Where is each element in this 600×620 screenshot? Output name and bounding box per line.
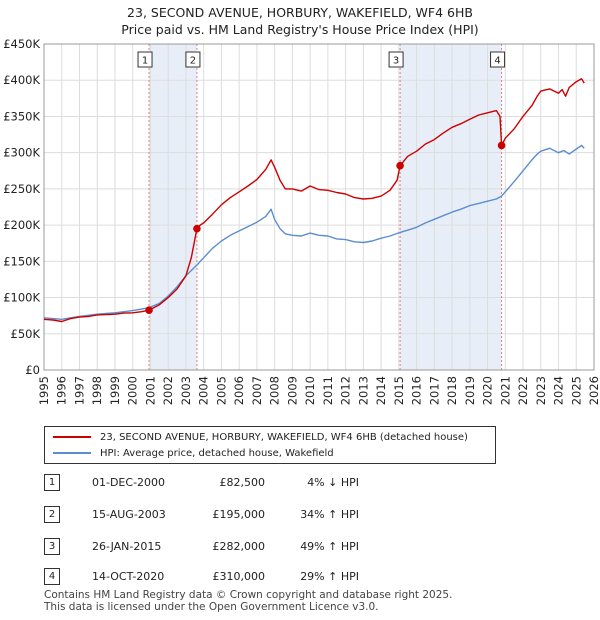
x-tick-label: 2016	[410, 376, 424, 405]
legend-swatch-hpi	[53, 452, 91, 454]
sale-period-shade	[400, 44, 502, 370]
x-tick-label: 2023	[534, 376, 548, 405]
sale-price: £82,500	[219, 476, 266, 489]
y-tick-label: £100K	[3, 291, 40, 305]
x-tick-label: 2007	[250, 376, 264, 405]
x-tick-label: 2021	[498, 376, 512, 405]
sale-price: £282,000	[212, 540, 266, 553]
x-tick-label: 2009	[285, 376, 299, 405]
sale-number-badge: 4	[44, 568, 60, 585]
sale-date: 15-AUG-2003	[92, 508, 166, 521]
sale-date: 01-DEC-2000	[92, 476, 166, 489]
x-tick-label: 2025	[569, 376, 583, 405]
sale-point	[396, 161, 404, 170]
legend-item-hpi: HPI: Average price, detached house, Wake…	[53, 446, 334, 460]
x-tick-label: 2004	[197, 376, 211, 405]
property-price-line	[43, 78, 585, 323]
y-tick-label: £200K	[3, 218, 40, 232]
legend: 23, SECOND AVENUE, HORBURY, WAKEFIELD, W…	[44, 426, 496, 464]
sale-row: 1 01-DEC-2000 £82,500 4% ↓ HPI	[44, 474, 584, 492]
x-tick-label: 2020	[481, 376, 495, 405]
x-tick-label: 2011	[321, 376, 335, 405]
sale-number-box	[388, 51, 404, 68]
x-tick-label: 2024	[552, 376, 566, 405]
sale-hpi-diff: 4% ↓ HPI	[307, 476, 359, 489]
y-tick-label: £450K	[3, 37, 40, 51]
legend-item-property: 23, SECOND AVENUE, HORBURY, WAKEFIELD, W…	[53, 430, 468, 444]
x-tick-label: 2026	[587, 376, 600, 405]
y-tick-label: £150K	[3, 254, 40, 268]
chart-title-block: 23, SECOND AVENUE, HORBURY, WAKEFIELD, W…	[0, 4, 600, 38]
y-tick-label: £350K	[3, 109, 40, 123]
sale-row: 3 26-JAN-2015 £282,000 49% ↑ HPI	[44, 538, 584, 556]
x-tick-label: 2005	[214, 376, 228, 405]
x-tick-label: 1995	[37, 376, 51, 405]
sale-number-box	[490, 51, 506, 68]
x-tick-label: 2008	[268, 376, 282, 405]
x-tick-label: 2018	[445, 376, 459, 405]
sale-point	[145, 306, 153, 315]
sale-number-badge: 2	[44, 506, 60, 523]
x-tick-label: 2010	[303, 376, 317, 405]
sale-number-label: 4	[494, 56, 500, 67]
legend-swatch-property	[53, 436, 91, 438]
sale-number-box	[185, 51, 201, 68]
y-tick-label: £250K	[3, 182, 40, 196]
sale-price: £195,000	[212, 508, 266, 521]
plot-frame	[43, 43, 595, 371]
x-tick-label: 2012	[339, 376, 353, 405]
x-tick-label: 2017	[427, 376, 441, 405]
x-tick-label: 1998	[90, 376, 104, 405]
chart-subtitle: Price paid vs. HM Land Registry's House …	[121, 22, 479, 37]
sale-period-shade	[149, 44, 197, 370]
price-chart: £0 £50K £100K £150K £200K £250K £300K £350K £400…	[3, 37, 600, 405]
x-tick-label: 1997	[72, 376, 86, 405]
x-tick-label: 2006	[232, 376, 246, 405]
x-tick-label: 2015	[392, 376, 406, 405]
x-tick-label: 2014	[374, 376, 388, 405]
sale-row: 4 14-OCT-2020 £310,000 29% ↑ HPI	[44, 568, 584, 586]
sale-number-badge: 1	[44, 474, 60, 491]
x-tick-label: 2022	[516, 376, 530, 405]
sale-date: 26-JAN-2015	[92, 540, 162, 553]
sale-date: 14-OCT-2020	[92, 570, 165, 583]
legend-label-hpi: HPI: Average price, detached house, Wake…	[100, 447, 334, 459]
x-tick-label: 1999	[108, 376, 122, 405]
sale-point	[497, 141, 506, 150]
chart-title: 23, SECOND AVENUE, HORBURY, WAKEFIELD, W…	[127, 5, 473, 20]
sale-hpi-diff: 29% ↑ HPI	[300, 570, 359, 583]
x-tick-label: 1996	[55, 376, 69, 405]
y-tick-label: £50K	[11, 327, 41, 341]
legend-label-property: 23, SECOND AVENUE, HORBURY, WAKEFIELD, W…	[100, 431, 468, 443]
y-tick-label: £0	[25, 363, 40, 377]
sale-point	[193, 224, 201, 233]
x-tick-label: 2003	[179, 376, 193, 405]
footer-line-2: This data is licensed under the Open Gov…	[44, 601, 379, 613]
footer-line-1: Contains HM Land Registry data © Crown c…	[44, 589, 453, 601]
x-tick-label: 2013	[356, 376, 370, 405]
y-tick-label: £400K	[3, 73, 40, 87]
x-tick-label: 2002	[161, 376, 175, 405]
hpi-line	[43, 144, 585, 320]
attribution-footer: Contains HM Land Registry data © Crown c…	[44, 589, 452, 613]
sale-number-badge: 3	[44, 538, 60, 555]
x-tick-label: 2001	[143, 376, 157, 405]
sale-number-label: 1	[142, 56, 148, 67]
sale-hpi-diff: 34% ↑ HPI	[300, 508, 359, 521]
sale-price: £310,000	[212, 570, 266, 583]
y-tick-label: £300K	[3, 146, 40, 160]
sale-number-label: 2	[190, 56, 196, 67]
sale-hpi-diff: 49% ↑ HPI	[300, 540, 359, 553]
sale-row: 2 15-AUG-2003 £195,000 34% ↑ HPI	[44, 506, 584, 524]
sale-number-label: 3	[393, 56, 399, 67]
x-tick-label: 2000	[126, 376, 140, 405]
x-tick-label: 2019	[463, 376, 477, 405]
sale-number-box	[137, 51, 153, 68]
